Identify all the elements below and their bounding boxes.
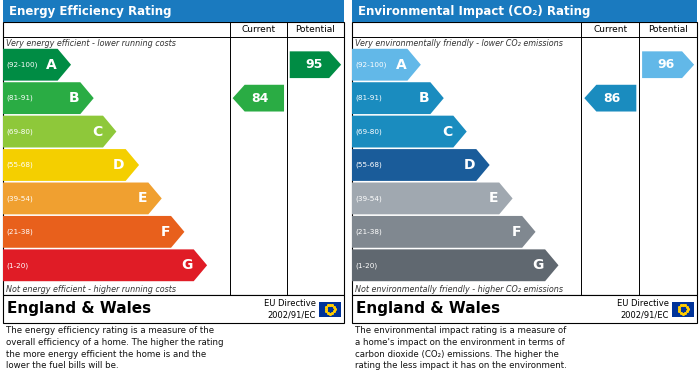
Text: (92-100): (92-100) bbox=[6, 61, 37, 68]
Text: England & Wales: England & Wales bbox=[356, 301, 500, 316]
Text: The environmental impact rating is a measure of
a home's impact on the environme: The environmental impact rating is a mea… bbox=[355, 326, 567, 370]
Bar bbox=[3, 295, 344, 323]
Text: Current: Current bbox=[241, 25, 275, 34]
Text: (69-80): (69-80) bbox=[355, 128, 382, 135]
Polygon shape bbox=[3, 216, 184, 248]
Text: D: D bbox=[464, 158, 475, 172]
Text: Not environmentally friendly - higher CO₂ emissions: Not environmentally friendly - higher CO… bbox=[355, 285, 563, 294]
Text: EU Directive
2002/91/EC: EU Directive 2002/91/EC bbox=[617, 299, 669, 319]
Text: Energy Efficiency Rating: Energy Efficiency Rating bbox=[9, 5, 171, 18]
Bar bbox=[672, 301, 694, 316]
Polygon shape bbox=[352, 183, 512, 214]
Text: B: B bbox=[69, 91, 79, 105]
Text: 95: 95 bbox=[305, 58, 322, 71]
Text: (1-20): (1-20) bbox=[6, 262, 28, 269]
Text: (39-54): (39-54) bbox=[6, 195, 33, 202]
Text: E: E bbox=[138, 192, 148, 205]
Text: (69-80): (69-80) bbox=[6, 128, 33, 135]
Polygon shape bbox=[3, 82, 94, 114]
Polygon shape bbox=[3, 249, 207, 281]
Text: 84: 84 bbox=[251, 91, 269, 105]
Polygon shape bbox=[352, 82, 444, 114]
Text: (81-91): (81-91) bbox=[6, 95, 33, 101]
Text: Not energy efficient - higher running costs: Not energy efficient - higher running co… bbox=[6, 285, 176, 294]
Text: (21-38): (21-38) bbox=[6, 229, 33, 235]
Text: E: E bbox=[489, 192, 498, 205]
Bar bbox=[352, 0, 697, 22]
Text: A: A bbox=[46, 58, 57, 72]
Polygon shape bbox=[642, 51, 694, 78]
Polygon shape bbox=[290, 51, 341, 78]
Text: (55-68): (55-68) bbox=[6, 162, 33, 168]
Text: Potential: Potential bbox=[648, 25, 688, 34]
Polygon shape bbox=[232, 85, 284, 111]
Polygon shape bbox=[352, 216, 536, 248]
Text: B: B bbox=[419, 91, 429, 105]
Text: Very energy efficient - lower running costs: Very energy efficient - lower running co… bbox=[6, 39, 176, 48]
Polygon shape bbox=[3, 149, 139, 181]
Polygon shape bbox=[3, 183, 162, 214]
Polygon shape bbox=[352, 116, 467, 147]
Polygon shape bbox=[352, 249, 559, 281]
Text: Current: Current bbox=[594, 25, 627, 34]
Text: A: A bbox=[395, 58, 407, 72]
Text: C: C bbox=[442, 125, 452, 138]
Text: F: F bbox=[160, 225, 170, 239]
Text: Very environmentally friendly - lower CO₂ emissions: Very environmentally friendly - lower CO… bbox=[355, 39, 563, 48]
Bar bbox=[352, 295, 697, 323]
Text: The energy efficiency rating is a measure of the
overall efficiency of a home. T: The energy efficiency rating is a measur… bbox=[6, 326, 223, 370]
Polygon shape bbox=[584, 85, 636, 111]
Polygon shape bbox=[352, 49, 421, 81]
Text: Potential: Potential bbox=[295, 25, 335, 34]
Text: EU Directive
2002/91/EC: EU Directive 2002/91/EC bbox=[264, 299, 316, 319]
Bar bbox=[352, 22, 697, 295]
Text: (21-38): (21-38) bbox=[355, 229, 382, 235]
Polygon shape bbox=[3, 49, 71, 81]
Bar bbox=[3, 22, 344, 295]
Text: G: G bbox=[533, 258, 544, 272]
Text: 86: 86 bbox=[603, 91, 621, 105]
Bar bbox=[3, 0, 344, 22]
Text: Environmental Impact (CO₂) Rating: Environmental Impact (CO₂) Rating bbox=[358, 5, 590, 18]
Text: D: D bbox=[113, 158, 125, 172]
Text: England & Wales: England & Wales bbox=[7, 301, 151, 316]
Text: G: G bbox=[181, 258, 193, 272]
Text: (39-54): (39-54) bbox=[355, 195, 382, 202]
Text: (92-100): (92-100) bbox=[355, 61, 386, 68]
Bar bbox=[319, 301, 341, 316]
Polygon shape bbox=[352, 149, 490, 181]
Text: (1-20): (1-20) bbox=[355, 262, 377, 269]
Text: (81-91): (81-91) bbox=[355, 95, 382, 101]
Text: 96: 96 bbox=[658, 58, 675, 71]
Text: (55-68): (55-68) bbox=[355, 162, 382, 168]
Polygon shape bbox=[3, 116, 116, 147]
Text: C: C bbox=[92, 125, 102, 138]
Text: F: F bbox=[512, 225, 522, 239]
